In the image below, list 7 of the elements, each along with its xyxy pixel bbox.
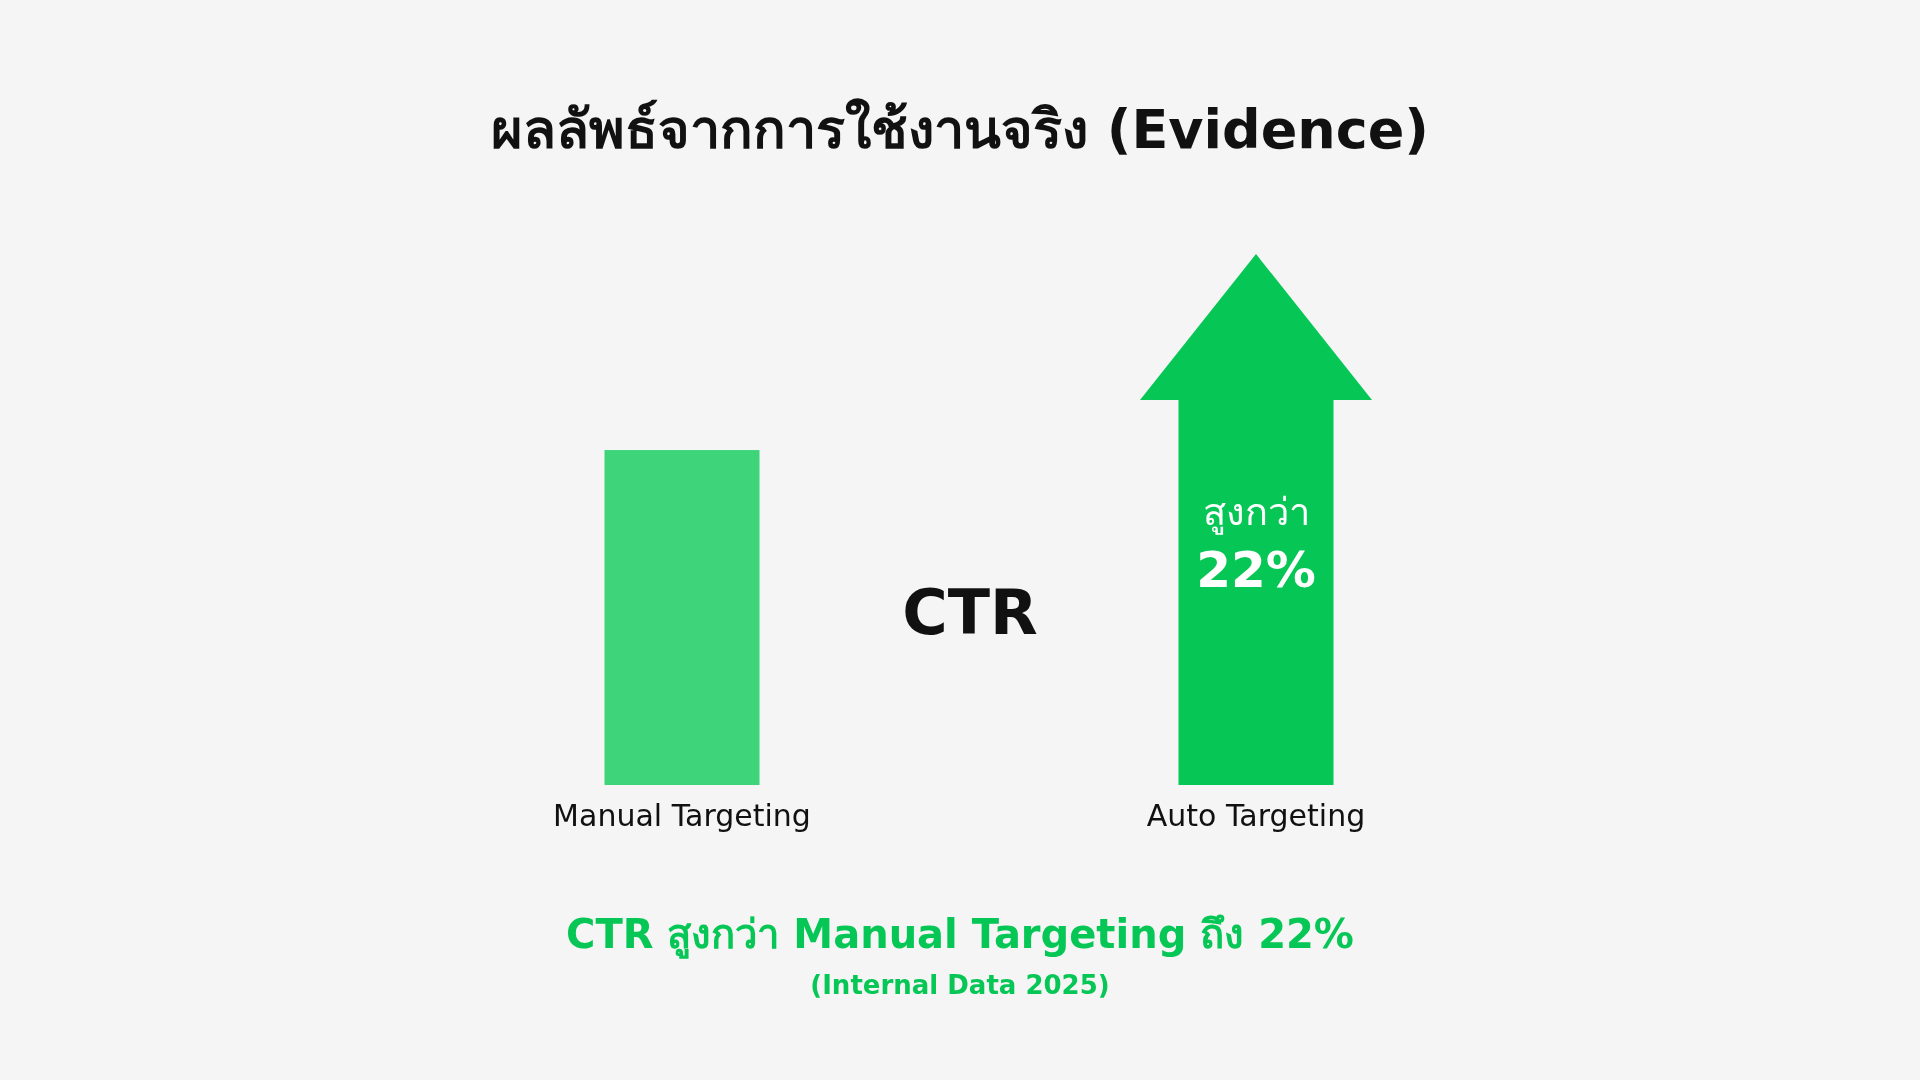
annotation: สูงกว่า 22% [1196, 490, 1316, 599]
chart-title: ผลลัพธ์จากการใช้งานจริง (Evidence) [490, 98, 1430, 161]
x-tick-label: Manual Targeting [553, 798, 811, 833]
x-tick-label: Auto Targeting [1146, 798, 1366, 833]
y-axis-title: CTR [902, 576, 1038, 649]
text: (Internal Data 2025) [810, 970, 1110, 1000]
text: CTR สูงกว่า Manual Targeting ถึง 22% [566, 911, 1354, 959]
